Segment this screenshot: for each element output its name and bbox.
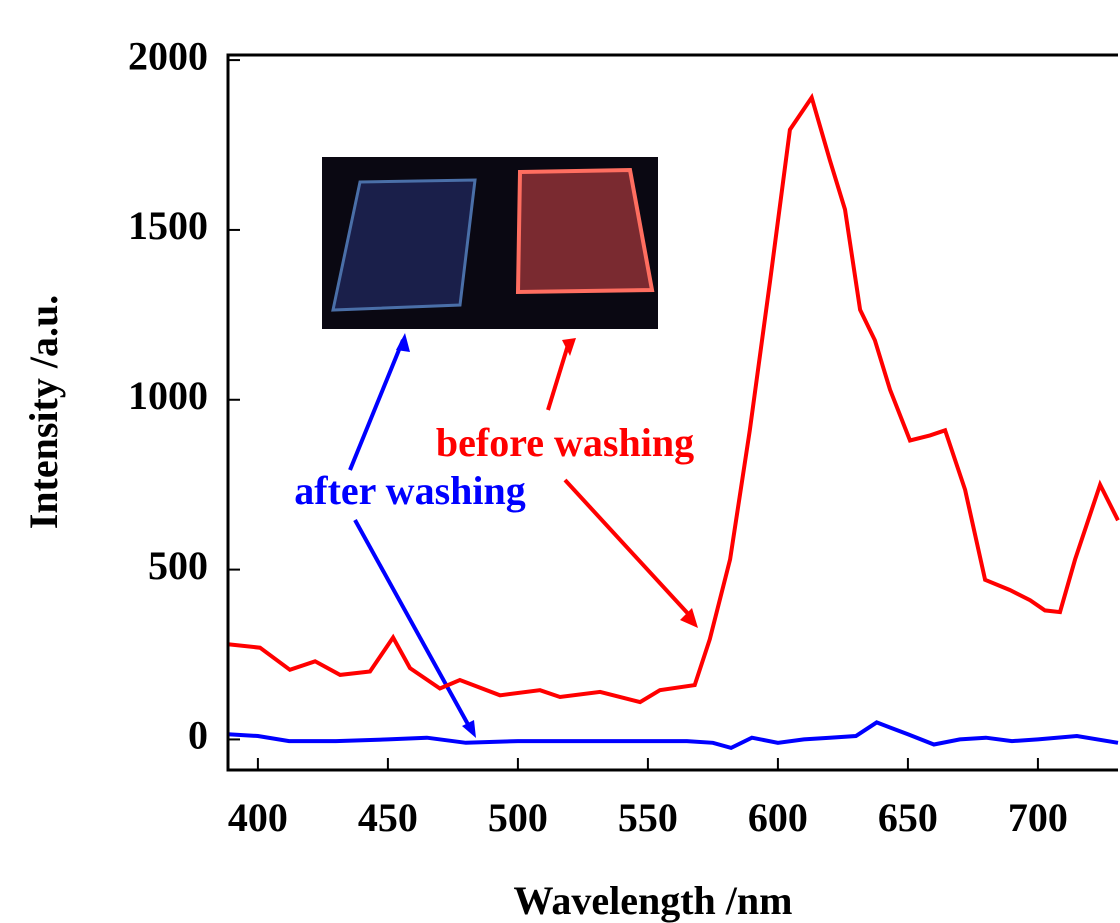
x-tick-label: 450 bbox=[358, 795, 418, 840]
data-line bbox=[227, 720, 1119, 751]
x-axis-label: Wavelength /nm bbox=[514, 878, 793, 923]
annotation: before washing bbox=[436, 420, 694, 465]
annotation: after washing bbox=[294, 468, 525, 513]
y-tick-label: 2000 bbox=[128, 33, 208, 78]
data-line bbox=[227, 92, 1120, 705]
x-tick-label: 400 bbox=[228, 795, 288, 840]
y-tick-label: 0 bbox=[188, 713, 208, 758]
x-tick-label: 700 bbox=[1008, 795, 1068, 840]
annotation-arrows bbox=[348, 333, 698, 738]
x-tick-label: 500 bbox=[488, 795, 548, 840]
y-axis-label: Intensity /a.u. bbox=[21, 295, 66, 530]
x-tick-label: 650 bbox=[878, 795, 938, 840]
y-tick-label: 1500 bbox=[128, 203, 208, 248]
y-tick-label: 500 bbox=[148, 543, 208, 588]
x-tick-label: 600 bbox=[748, 795, 808, 840]
x-tick-label: 550 bbox=[618, 795, 678, 840]
y-tick-label: 1000 bbox=[128, 373, 208, 418]
inset-photo bbox=[322, 157, 658, 329]
axis-frame bbox=[226, 53, 1118, 772]
